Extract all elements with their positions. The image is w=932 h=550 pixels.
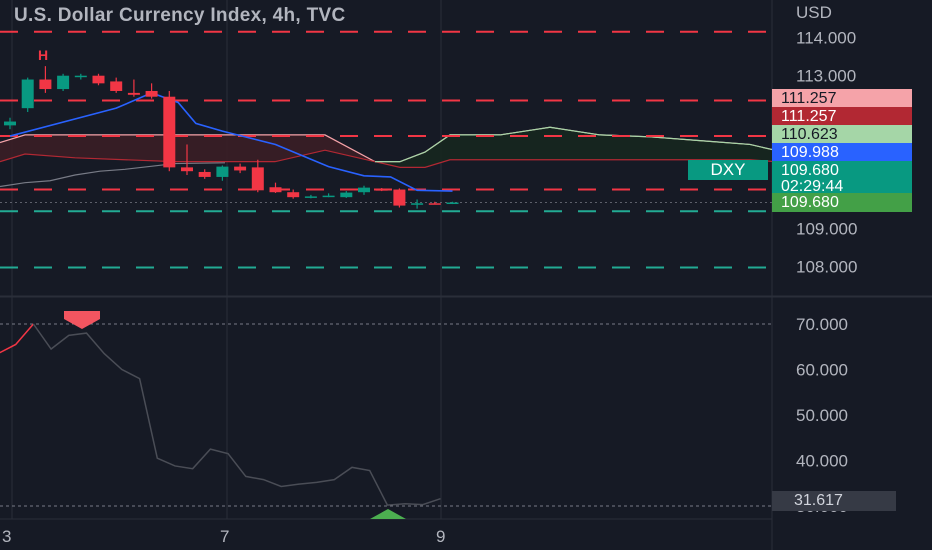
candle-body xyxy=(304,196,317,198)
sell-signal-marker xyxy=(64,311,100,329)
candle-body xyxy=(446,202,459,205)
rsi-axis-tick: 40.000 xyxy=(796,452,848,471)
time-axis-tick: 9 xyxy=(436,527,445,546)
price-label-blue: 109.988 xyxy=(772,143,912,162)
candle-body xyxy=(198,171,211,177)
candle-body xyxy=(428,203,441,205)
candle-body xyxy=(393,189,406,206)
candle-body xyxy=(92,75,105,84)
candle-body xyxy=(39,79,52,90)
candle-body xyxy=(110,81,123,91)
price-axis-tick: 108.000 xyxy=(796,258,857,277)
time-axis-tick: 7 xyxy=(220,527,229,546)
candle-body xyxy=(145,90,158,97)
price-label-green: 109.680 xyxy=(772,193,912,212)
price-axis-tick: 114.000 xyxy=(796,29,856,48)
candle-body xyxy=(358,187,370,193)
price-axis-tick: 113.000 xyxy=(796,67,856,86)
price-label-darkred: 111.257 xyxy=(772,107,912,126)
ticker-badge[interactable]: DXY xyxy=(688,160,768,180)
candle-body xyxy=(251,167,264,191)
high-marker: H xyxy=(38,47,48,63)
cloud-green-line xyxy=(375,126,776,163)
cloud-lower-line xyxy=(0,149,776,168)
candle-body xyxy=(375,189,388,191)
candle-body xyxy=(181,167,193,172)
rsi-axis-tick: 60.000 xyxy=(796,361,848,380)
candle-body xyxy=(127,92,140,95)
time-axis-tick: 3 xyxy=(2,527,11,546)
candle-body xyxy=(57,75,70,90)
price-label-lightgreen: 110.623 xyxy=(772,125,912,144)
rsi-value-label: 31.617 xyxy=(772,491,896,511)
candle-body xyxy=(287,192,300,198)
candle-body xyxy=(163,96,176,168)
price-axis-tick: 109.000 xyxy=(796,220,857,239)
rsi-overbought-segment xyxy=(0,323,34,354)
rsi-axis-tick: 50.000 xyxy=(796,406,848,425)
candle-body xyxy=(216,166,229,177)
candle-body xyxy=(322,195,335,198)
price-label-pink: 111.257 xyxy=(772,89,912,108)
cloud-green xyxy=(375,127,775,168)
candle-body xyxy=(21,79,34,109)
candle-body xyxy=(234,166,247,171)
candle-body xyxy=(411,203,424,205)
currency-label: USD xyxy=(796,3,832,22)
rsi-line xyxy=(32,323,441,506)
price-label-last: 109.680 xyxy=(772,161,912,180)
candle-body xyxy=(74,75,87,78)
buy-signal-marker xyxy=(370,509,406,519)
candle-body xyxy=(340,192,353,198)
candle-body xyxy=(269,187,282,193)
countdown-label: 02:29:44 xyxy=(772,177,912,196)
candle-body xyxy=(4,121,16,126)
chart-title: U.S. Dollar Currency Index, 4h, TVC xyxy=(14,5,346,26)
rsi-axis-tick: 70.000 xyxy=(796,315,848,334)
